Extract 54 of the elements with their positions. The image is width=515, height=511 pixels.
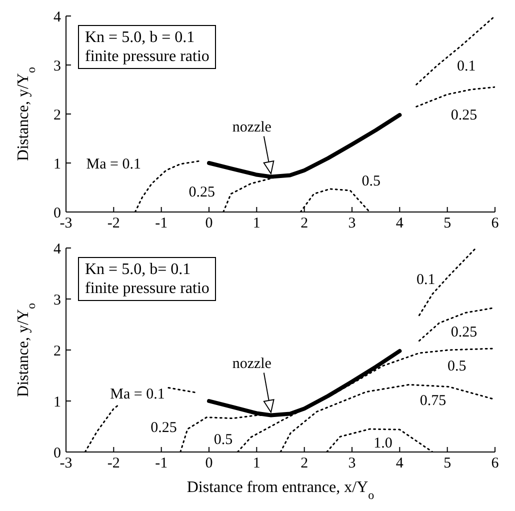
- series-label: 0.1: [457, 58, 476, 74]
- series-label: 0.75: [420, 392, 446, 409]
- x-tick-label: 4: [396, 216, 404, 232]
- y-tick-label: 4: [54, 241, 62, 258]
- x-tick-label: 6: [491, 216, 500, 232]
- y-tick-label: 0: [54, 445, 61, 462]
- series-label: 0.25: [150, 420, 177, 436]
- line-series: [418, 248, 477, 316]
- y-tick-label: 1: [54, 394, 61, 410]
- text: nozzle: [232, 356, 272, 372]
- x-tick-label: -3: [60, 216, 72, 232]
- line-series: [416, 16, 495, 86]
- series-label: 0.25: [450, 107, 478, 124]
- y-tick-label: 1: [54, 156, 61, 172]
- annotation: finite pressure ratio: [85, 47, 210, 66]
- annotation: finite pressure ratio: [85, 279, 210, 298]
- x-tick-label: 6: [491, 456, 500, 472]
- text: 0.5: [447, 358, 466, 375]
- x-tick-label: 3: [348, 216, 356, 232]
- x-axis-title: Distance from entrance, x/Y$_{o}$: [186, 479, 374, 502]
- x-tick-label: 1: [252, 216, 260, 232]
- x-tick-label: -1: [155, 216, 168, 232]
- text: nozzle: [232, 120, 272, 136]
- x-tick-label: 0: [205, 456, 213, 472]
- x-tick-label: -1: [155, 456, 168, 472]
- annotation: Kn = 5.0, b = 0.1: [85, 28, 196, 47]
- y-tick-label: 3: [54, 292, 61, 308]
- y-tick-label: 2: [54, 343, 61, 360]
- x-tick-label: 4: [396, 456, 404, 472]
- line-series: [416, 86, 495, 108]
- x-tick-label: 0: [205, 216, 213, 232]
- series-label: 0.5: [362, 173, 380, 190]
- y-tick-label: 0: [54, 205, 61, 222]
- series-label: 0.1: [416, 272, 436, 288]
- x-tick-label: 2: [300, 216, 308, 232]
- annotation: Kn = 5.0, b= 0.1: [85, 260, 192, 279]
- x-tick-label: 1: [252, 456, 260, 472]
- x-tick-label: 5: [444, 216, 452, 232]
- y-tick-label: 3: [54, 58, 61, 74]
- series-label: Ma = 0.1: [110, 386, 165, 403]
- series-label: Ma = 0.1: [86, 156, 142, 172]
- series-label: 0.5: [214, 432, 233, 448]
- series-label: 0.25: [188, 184, 215, 201]
- series-label: 1.0: [374, 436, 392, 452]
- x-tick-label: 3: [348, 456, 356, 472]
- x-tick-label: -3: [60, 456, 72, 472]
- x-tick-label: -2: [107, 456, 120, 472]
- y-tick-label: 4: [54, 9, 62, 26]
- x-tick-label: 5: [444, 456, 452, 472]
- series-label: 0.25: [450, 324, 478, 340]
- line-series: [418, 306, 495, 342]
- x-tick-label: 2: [300, 456, 308, 472]
- x-tick-label: -2: [107, 216, 120, 232]
- y-tick-label: 2: [54, 107, 61, 124]
